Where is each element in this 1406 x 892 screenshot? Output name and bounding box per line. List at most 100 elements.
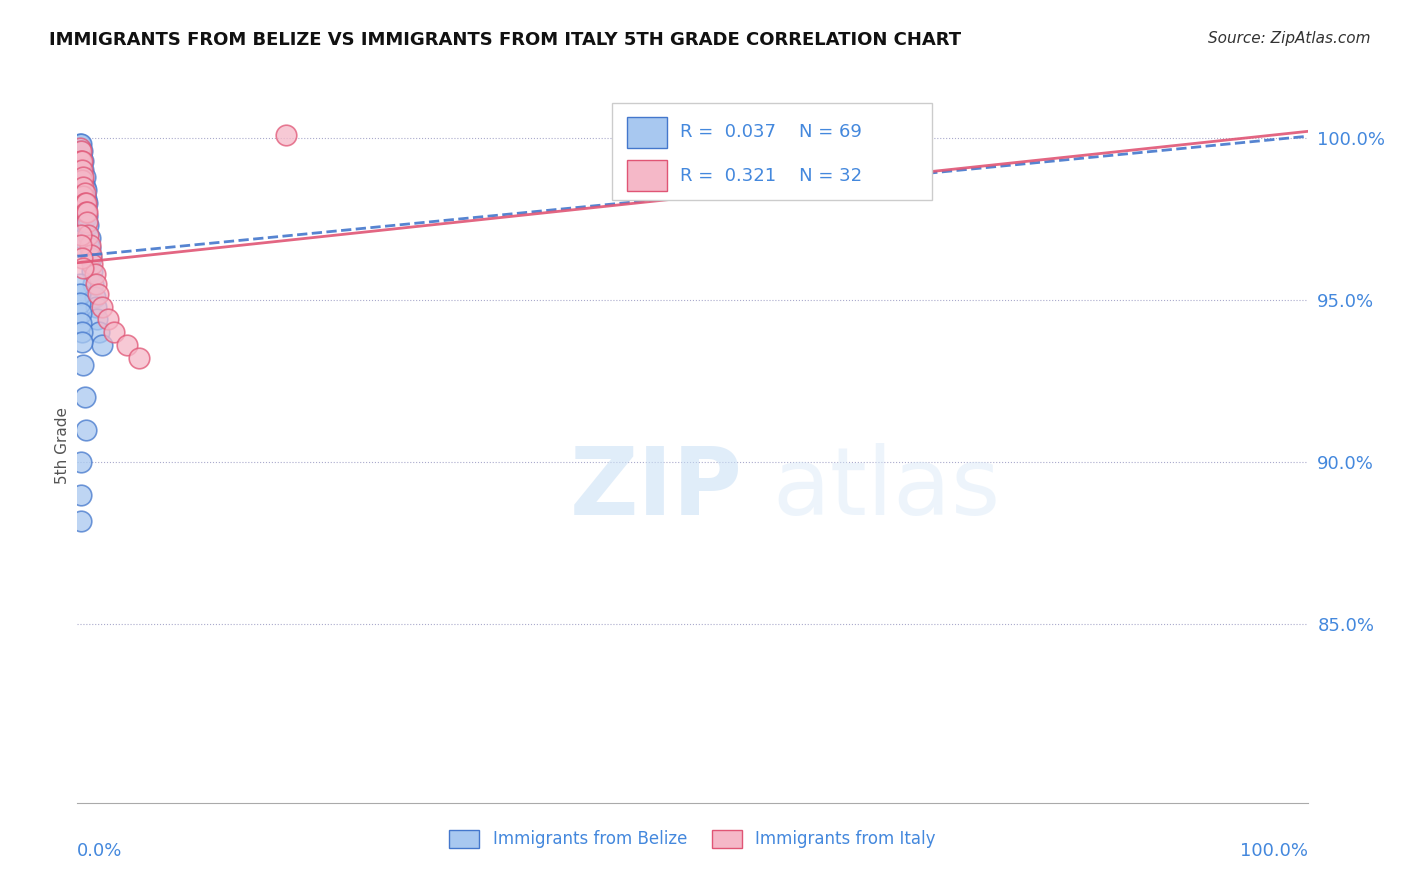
Point <box>70 238 93 252</box>
Point <box>70 209 93 223</box>
Point <box>76 215 98 229</box>
Bar <box>627 160 666 192</box>
Point <box>82 264 104 278</box>
FancyBboxPatch shape <box>613 103 932 200</box>
Point <box>70 251 93 265</box>
Point <box>70 144 93 158</box>
Point <box>86 312 108 326</box>
Point <box>72 260 94 275</box>
Point <box>72 205 94 219</box>
Point <box>72 183 94 197</box>
Point <box>70 215 93 229</box>
Point <box>70 202 93 217</box>
Point <box>70 455 93 469</box>
Point <box>70 189 93 203</box>
Point <box>69 163 91 178</box>
Point <box>70 163 93 178</box>
Point <box>76 205 98 219</box>
Point <box>276 128 298 142</box>
Text: R =  0.321    N = 32: R = 0.321 N = 32 <box>681 167 862 185</box>
Point <box>70 153 93 168</box>
Point <box>70 514 93 528</box>
Point <box>75 183 97 197</box>
Point <box>72 163 94 178</box>
Text: atlas: atlas <box>772 442 1001 535</box>
Point <box>72 169 94 184</box>
Point <box>83 267 105 281</box>
Point <box>73 390 96 404</box>
Text: IMMIGRANTS FROM BELIZE VS IMMIGRANTS FROM ITALY 5TH GRADE CORRELATION CHART: IMMIGRANTS FROM BELIZE VS IMMIGRANTS FRO… <box>49 31 962 49</box>
Point <box>70 221 93 235</box>
Point <box>69 140 91 154</box>
Point <box>70 228 93 243</box>
Point <box>70 153 93 168</box>
Point <box>70 153 93 168</box>
Point <box>89 326 111 340</box>
Text: ZIP: ZIP <box>569 442 742 535</box>
Point <box>103 326 125 340</box>
Point <box>72 189 94 203</box>
Point <box>72 153 94 168</box>
Text: R =  0.037    N = 69: R = 0.037 N = 69 <box>681 123 862 141</box>
Point <box>72 173 94 187</box>
Text: 0.0%: 0.0% <box>77 842 122 860</box>
Point <box>69 286 91 301</box>
Point <box>70 316 93 330</box>
Point <box>70 163 93 178</box>
Point <box>75 202 97 217</box>
Point <box>70 306 93 320</box>
Point <box>70 231 93 245</box>
Point <box>72 358 94 372</box>
Point <box>84 277 107 291</box>
Point <box>87 286 110 301</box>
Point <box>73 195 96 210</box>
Point <box>70 173 93 187</box>
Point <box>80 247 103 261</box>
Point <box>115 338 138 352</box>
Point <box>73 186 96 200</box>
Point <box>75 205 97 219</box>
Point <box>82 277 104 291</box>
Point <box>79 241 101 255</box>
Point <box>69 296 91 310</box>
Point <box>69 144 91 158</box>
Point <box>70 326 93 340</box>
Point <box>70 144 93 158</box>
Point <box>70 173 93 187</box>
Point <box>69 137 91 152</box>
Point <box>70 144 93 158</box>
Point <box>70 228 93 243</box>
Point <box>70 183 93 197</box>
Point <box>76 195 98 210</box>
Point <box>70 163 93 178</box>
Point <box>70 211 93 226</box>
Point <box>97 312 120 326</box>
Point <box>70 183 93 197</box>
Point <box>69 277 91 291</box>
Point <box>79 231 101 245</box>
Point <box>72 195 94 210</box>
Point <box>73 169 96 184</box>
Point <box>90 338 114 352</box>
Point <box>70 221 93 235</box>
Point <box>69 150 91 164</box>
Point <box>73 179 96 194</box>
Point <box>70 195 93 210</box>
Bar <box>627 117 666 148</box>
Point <box>70 150 93 164</box>
Point <box>80 251 103 265</box>
Point <box>70 169 93 184</box>
Point <box>75 193 97 207</box>
Point <box>76 209 98 223</box>
Point <box>128 351 150 366</box>
Point <box>79 238 101 252</box>
Point <box>73 189 96 203</box>
Point <box>70 488 93 502</box>
Point <box>82 257 104 271</box>
Point <box>75 423 97 437</box>
Point <box>69 157 91 171</box>
Point <box>70 137 93 152</box>
Point <box>84 300 107 314</box>
Point <box>77 228 100 243</box>
Text: Source: ZipAtlas.com: Source: ZipAtlas.com <box>1208 31 1371 46</box>
